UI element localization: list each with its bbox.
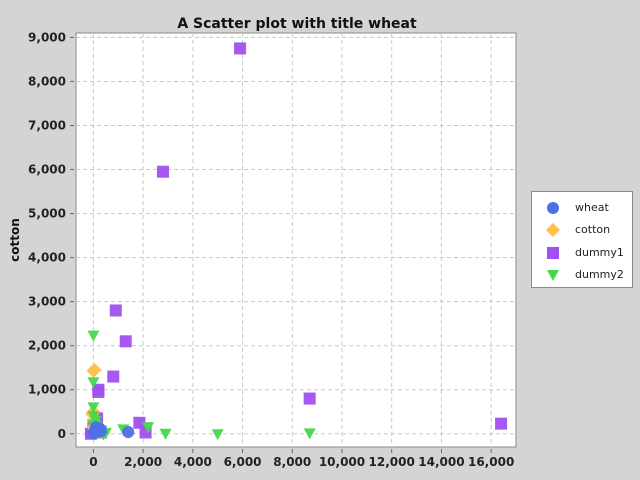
x-tick-label: 4,000: [174, 455, 212, 469]
chart-title: A Scatter plot with title wheat: [177, 16, 417, 32]
y-axis-label: cotton: [8, 218, 22, 262]
dummy1-point: [119, 335, 132, 348]
legend-item-dummy1: dummy1: [532, 242, 632, 264]
x-tick-label: 12,000: [369, 455, 415, 469]
y-tick-label: 7,000: [28, 118, 66, 132]
grid-layer: [76, 33, 516, 447]
x-tick-label: 8,000: [273, 455, 311, 469]
x-tick-label: 0: [89, 455, 97, 469]
dummy2-point: [211, 429, 224, 441]
legend-label-dummy1: dummy1: [575, 246, 624, 259]
legend-label-wheat: wheat: [575, 201, 609, 214]
y-tick-label: 5,000: [28, 207, 66, 221]
cotton-point: [87, 362, 102, 377]
tick-layer: 0 2,000 4,000 6,000 8,000 10,000 12,000 14,000 1…: [28, 30, 514, 469]
dummy2-point: [87, 330, 100, 342]
x-tick-label: 10,000: [319, 455, 365, 469]
x-tick-label: 16,000: [468, 455, 514, 469]
y-tick-label: 8,000: [28, 74, 66, 88]
legend-item-cotton: cotton: [532, 219, 632, 241]
dummy1-point: [109, 304, 122, 317]
dummy2-point: [87, 402, 100, 414]
dummy1-point: [133, 416, 146, 429]
x-tick-label: 14,000: [418, 455, 464, 469]
circle-marker-icon: [547, 202, 559, 214]
y-tick-label: 9,000: [28, 30, 66, 44]
dummy2-point: [303, 428, 316, 440]
wheat-point: [89, 421, 102, 434]
y-tick-label: 6,000: [28, 163, 66, 177]
y-tick-label: 3,000: [28, 295, 66, 309]
dummy2-point: [142, 422, 155, 434]
dummy1-point: [157, 165, 170, 178]
legend-label-cotton: cotton: [575, 223, 611, 236]
y-tick-label: 0: [58, 427, 66, 441]
dummy1-point: [495, 417, 508, 430]
diamond-marker-icon: [546, 223, 560, 237]
plot-area: [75, 32, 517, 448]
dummy1-point: [303, 392, 316, 405]
square-marker-icon: [547, 247, 559, 259]
x-tick-label: 2,000: [124, 455, 162, 469]
dummy1-point: [234, 42, 247, 55]
legend-item-wheat: wheat: [532, 197, 632, 219]
dummy2-point: [87, 377, 100, 389]
points-layer: [84, 42, 508, 441]
y-tick-label: 1,000: [28, 383, 66, 397]
y-tick-label: 2,000: [28, 339, 66, 353]
wheat-point: [122, 426, 135, 439]
y-tick-label: 4,000: [28, 251, 66, 265]
legend-label-dummy2: dummy2: [575, 268, 624, 281]
dummy1-point: [92, 385, 105, 398]
x-tick-label: 6,000: [224, 455, 262, 469]
triangle-down-marker-icon: [547, 270, 559, 281]
legend: wheat cotton dummy1 dummy2: [531, 191, 633, 288]
legend-item-dummy2: dummy2: [532, 264, 632, 286]
dummy1-point: [107, 370, 120, 383]
dummy2-point: [159, 428, 172, 440]
